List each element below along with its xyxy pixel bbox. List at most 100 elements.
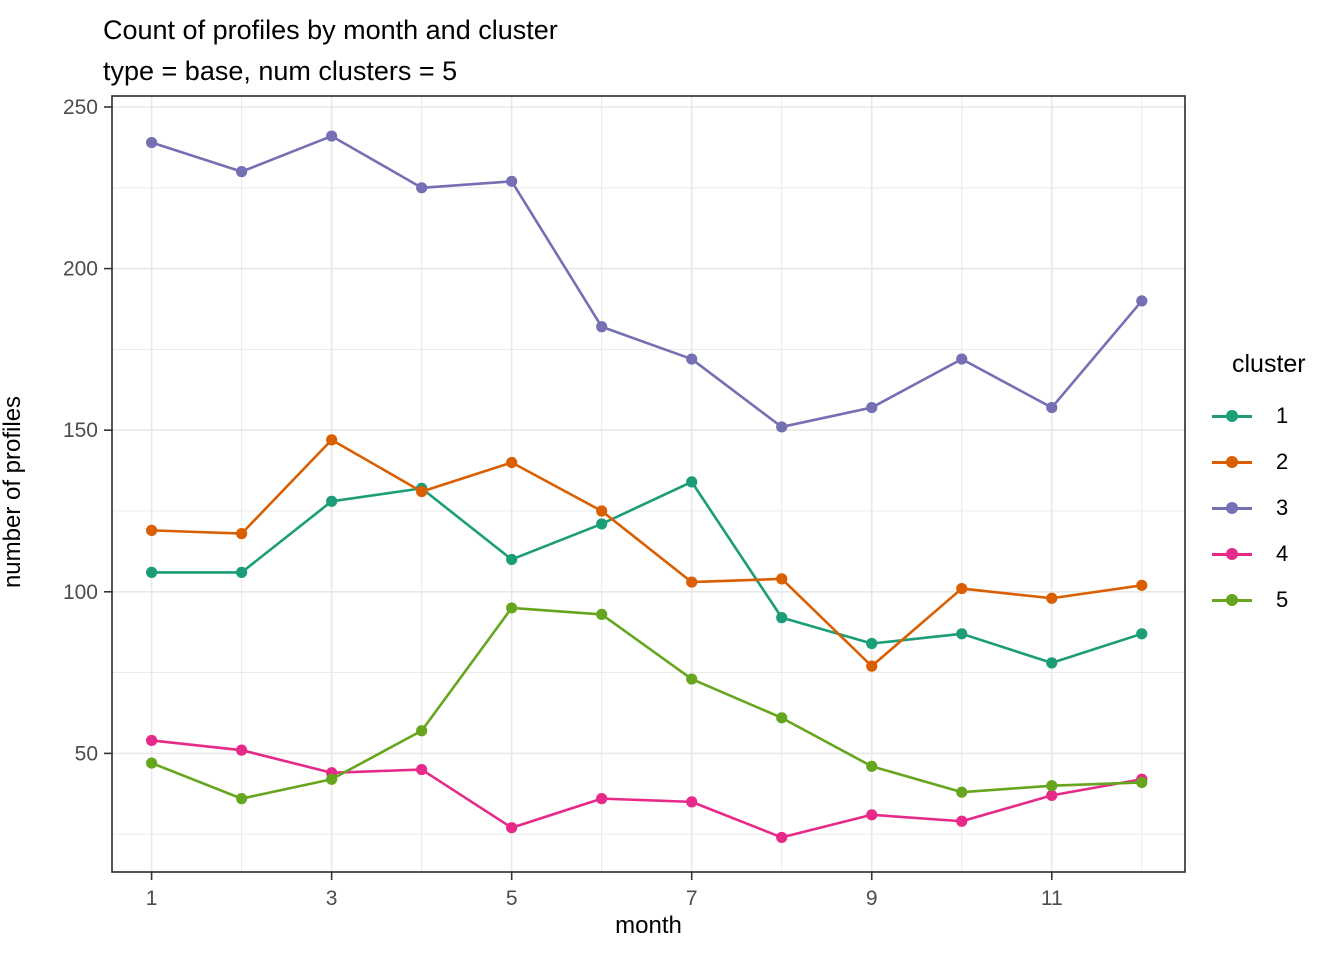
panel-border xyxy=(111,95,1186,873)
data-point-cluster-2 xyxy=(1136,579,1148,591)
y-tick-label: 100 xyxy=(63,581,98,604)
legend-entries: 1 2 3 4 5 xyxy=(1212,393,1306,623)
data-point-cluster-3 xyxy=(956,353,968,365)
data-point-cluster-3 xyxy=(1136,295,1148,307)
series-line-cluster-2 xyxy=(150,438,1144,668)
data-point-cluster-4 xyxy=(236,744,248,756)
data-point-cluster-2 xyxy=(596,505,608,517)
data-point-cluster-2 xyxy=(686,576,698,588)
data-point-cluster-1 xyxy=(956,628,968,640)
data-point-cluster-1 xyxy=(1136,628,1148,640)
data-point-cluster-5 xyxy=(866,760,878,772)
x-tick-label: 5 xyxy=(506,887,518,910)
series-line-cluster-4 xyxy=(150,739,1144,839)
legend-dot-icon xyxy=(1226,410,1238,422)
data-point-cluster-1 xyxy=(686,476,698,488)
y-tick-label: 250 xyxy=(63,96,98,119)
data-point-cluster-5 xyxy=(146,757,158,769)
data-point-cluster-4 xyxy=(956,815,968,827)
data-point-cluster-5 xyxy=(686,673,698,685)
data-point-cluster-1 xyxy=(236,566,248,578)
data-point-cluster-3 xyxy=(866,401,878,414)
data-point-cluster-2 xyxy=(146,524,158,536)
data-point-cluster-3 xyxy=(326,130,338,142)
data-point-cluster-2 xyxy=(506,456,518,469)
data-point-cluster-1 xyxy=(326,495,338,507)
data-point-cluster-2 xyxy=(776,573,788,585)
series-line-cluster-1 xyxy=(150,480,1144,665)
data-point-cluster-5 xyxy=(326,773,338,785)
data-point-cluster-3 xyxy=(596,321,608,333)
data-point-cluster-2 xyxy=(866,660,878,672)
x-tick-label: 3 xyxy=(326,887,338,910)
data-point-cluster-5 xyxy=(596,608,608,621)
data-point-cluster-5 xyxy=(1046,780,1058,792)
legend-entry-cluster-2: 2 xyxy=(1212,439,1306,485)
legend-entry-cluster-4: 4 xyxy=(1212,531,1306,577)
data-point-cluster-3 xyxy=(686,353,698,365)
x-tick-label: 1 xyxy=(146,887,158,910)
data-point-cluster-5 xyxy=(236,793,248,805)
data-point-cluster-1 xyxy=(776,612,788,624)
data-point-cluster-4 xyxy=(866,809,878,821)
data-point-cluster-2 xyxy=(326,434,338,446)
series-line-cluster-3 xyxy=(150,134,1144,429)
x-tick-label: 11 xyxy=(1041,887,1063,910)
data-point-cluster-5 xyxy=(956,786,968,798)
y-tick-label: 50 xyxy=(75,742,98,765)
series-line-cluster-5 xyxy=(150,606,1144,800)
y-tick-label: 200 xyxy=(63,258,98,281)
data-point-cluster-4 xyxy=(1046,789,1058,802)
data-point-cluster-2 xyxy=(1046,592,1058,604)
data-point-cluster-1 xyxy=(866,637,878,650)
data-point-cluster-1 xyxy=(146,566,158,578)
data-point-cluster-4 xyxy=(596,793,608,805)
y-tick-label: 150 xyxy=(63,419,98,442)
data-point-cluster-5 xyxy=(776,712,788,724)
data-point-cluster-2 xyxy=(416,485,428,498)
chart-title-block: Count of profiles by month and cluster t… xyxy=(103,10,558,92)
data-point-cluster-5 xyxy=(506,602,518,614)
data-point-cluster-3 xyxy=(1046,401,1058,414)
data-point-cluster-1 xyxy=(506,553,518,566)
data-point-cluster-4 xyxy=(416,763,428,776)
data-point-cluster-4 xyxy=(776,831,788,844)
legend-label: 1 xyxy=(1276,403,1289,428)
data-point-cluster-2 xyxy=(236,528,248,540)
legend-dot-icon xyxy=(1226,456,1238,468)
data-point-cluster-3 xyxy=(506,175,518,187)
x-tick-label: 7 xyxy=(686,887,698,910)
y-axis-title: number of profiles xyxy=(0,395,26,589)
legend-dot-icon xyxy=(1226,548,1238,560)
x-tick-label: 9 xyxy=(866,887,878,910)
data-point-cluster-3 xyxy=(146,136,158,149)
data-point-cluster-4 xyxy=(506,822,518,834)
data-point-cluster-3 xyxy=(416,182,428,194)
data-point-cluster-5 xyxy=(416,725,428,737)
data-point-cluster-2 xyxy=(956,582,968,595)
chart-subtitle: type = base, num clusters = 5 xyxy=(103,56,458,86)
legend-entry-cluster-1: 1 xyxy=(1212,393,1306,439)
legend-title: cluster xyxy=(1232,350,1306,378)
legend: cluster 1 2 3 4 5 xyxy=(1212,350,1306,623)
legend-entry-cluster-5: 5 xyxy=(1212,577,1306,623)
data-point-cluster-4 xyxy=(146,734,158,747)
x-axis-title: month xyxy=(615,912,682,939)
chart-title: Count of profiles by month and cluster xyxy=(103,15,558,45)
legend-key-icon xyxy=(1212,590,1252,610)
legend-dot-icon xyxy=(1226,502,1238,514)
legend-key-icon xyxy=(1212,452,1252,472)
legend-dot-icon xyxy=(1226,594,1238,606)
data-point-cluster-1 xyxy=(596,518,608,530)
data-point-cluster-1 xyxy=(1046,657,1058,669)
legend-label: 5 xyxy=(1276,587,1289,612)
data-point-cluster-4 xyxy=(686,796,698,808)
legend-key-icon xyxy=(1212,406,1252,426)
data-point-cluster-5 xyxy=(1136,776,1148,789)
data-point-cluster-3 xyxy=(776,421,788,433)
legend-key-icon xyxy=(1212,544,1252,564)
panel-background xyxy=(112,96,1185,872)
legend-label: 4 xyxy=(1276,541,1289,566)
legend-entry-cluster-3: 3 xyxy=(1212,485,1306,531)
